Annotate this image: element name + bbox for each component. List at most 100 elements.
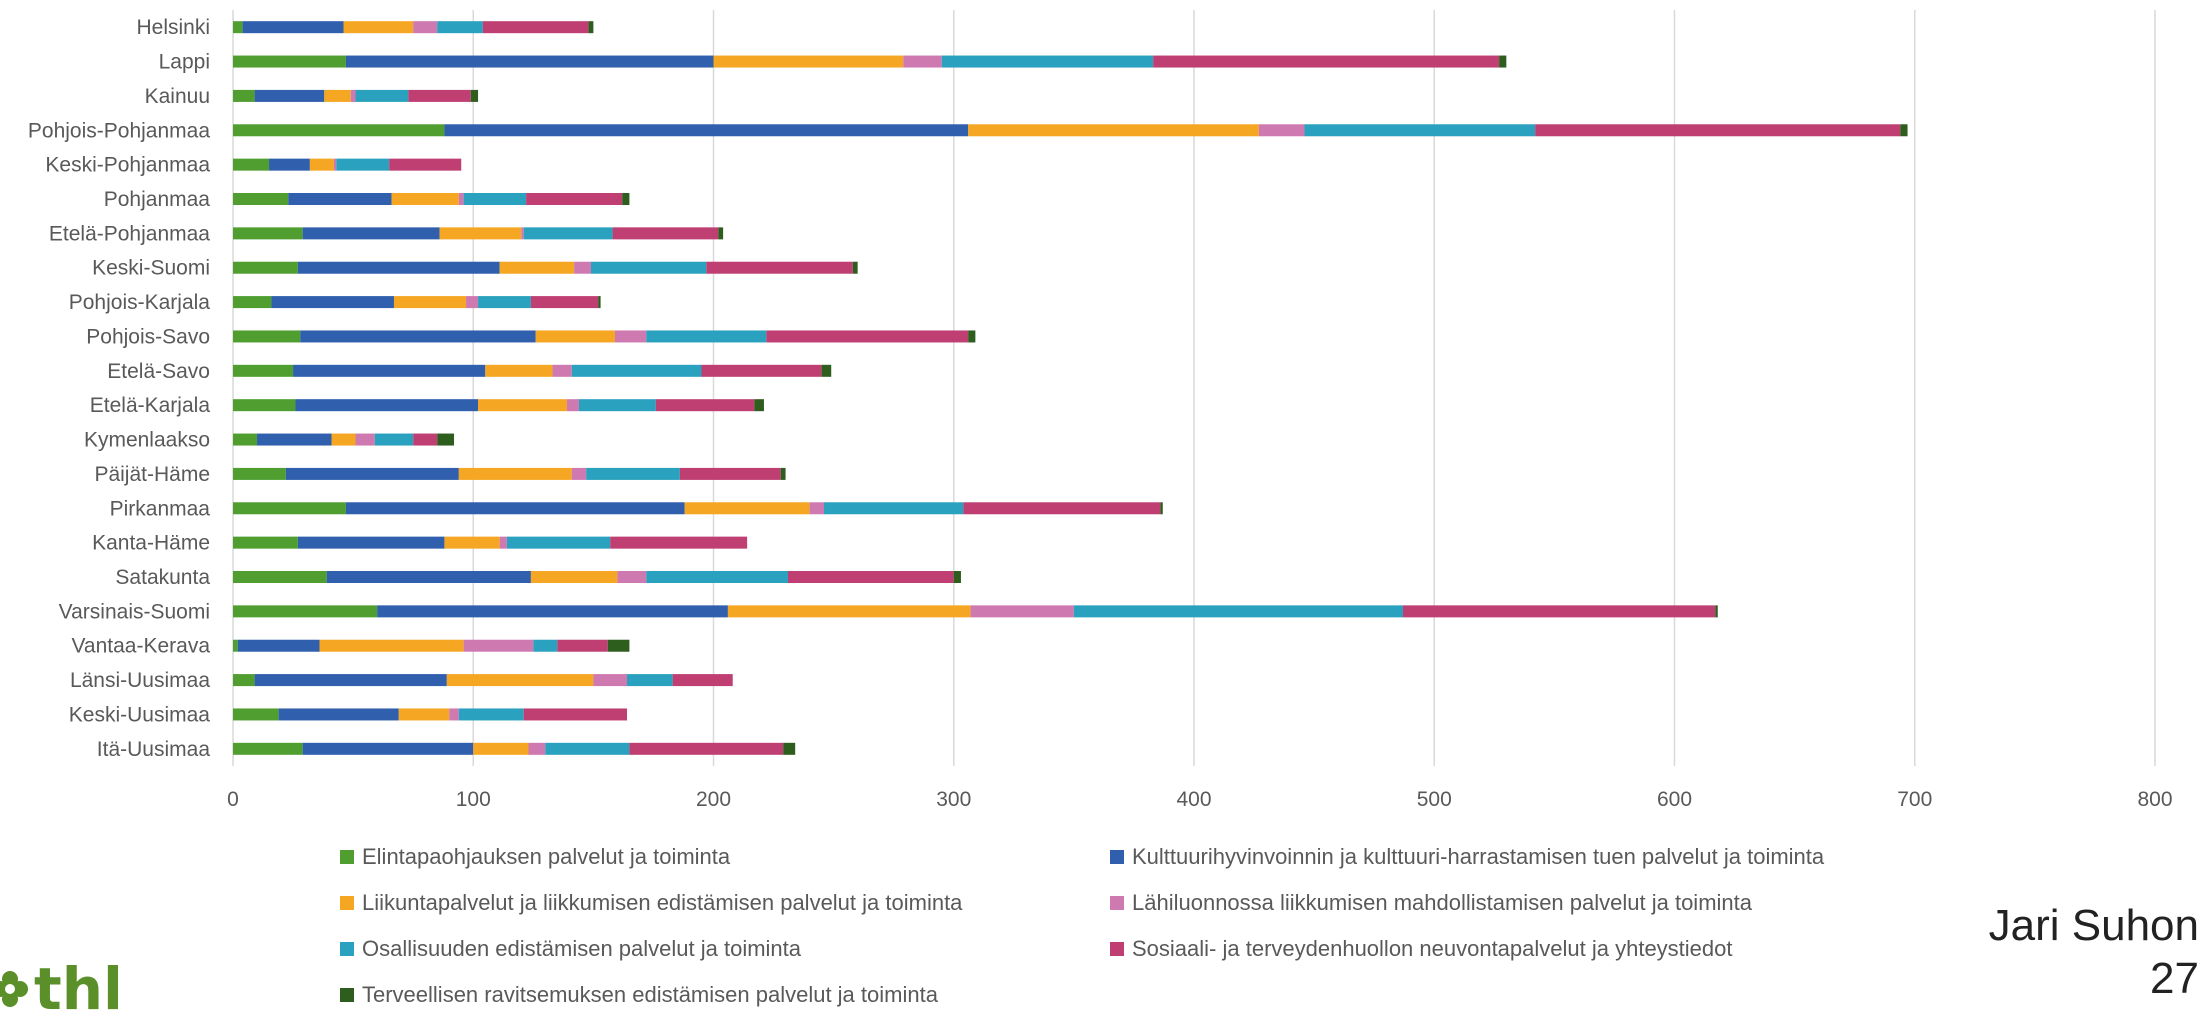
flower-icon (0, 971, 28, 1007)
chart-legend: Elintapaohjauksen palvelut ja toiminta Ku… (340, 843, 1900, 1009)
bar-segment (766, 330, 969, 343)
bar-segment (233, 536, 298, 549)
bar-segment (233, 364, 294, 377)
bar-segment (566, 399, 579, 412)
bar-segment (413, 21, 438, 34)
category-label: Keski-Suomi (92, 257, 210, 280)
legend-item: Lähiluonnossa liikkumisen mahdollistamis… (1110, 889, 1900, 917)
bar-segment (535, 330, 615, 343)
bar-segment (523, 227, 613, 240)
bar-segment (345, 502, 685, 515)
legend-swatch (340, 988, 354, 1002)
bar-segment (233, 158, 270, 171)
bar-segment (629, 742, 784, 755)
bar-segment (285, 467, 459, 480)
legend-item: Terveellisen ravitsemuksen edistämisen p… (340, 981, 1110, 1009)
grid-lines (232, 10, 2156, 766)
category-label: Etelä-Savo (107, 360, 210, 383)
bar-segment (1499, 55, 1507, 68)
bar-segment (655, 399, 755, 412)
bars (233, 21, 1908, 755)
bar-segment (254, 674, 447, 687)
bar-segment (521, 227, 524, 240)
category-label: Etelä-Pohjanmaa (49, 222, 210, 245)
bar-segment (446, 674, 594, 687)
category-label: Pohjois-Karjala (69, 291, 211, 314)
bar-segment (610, 536, 748, 549)
bar-segment (326, 571, 531, 583)
x-tick-label: 700 (1897, 788, 1932, 811)
bar-segment (437, 433, 455, 446)
bar-segment (350, 89, 356, 102)
legend-item: Sosiaali- ja terveydenhuollon neuvontapa… (1110, 935, 1900, 963)
bar-segment (523, 708, 628, 721)
bar-segment (824, 502, 964, 515)
legend-swatch (1110, 896, 1124, 910)
category-label: Pirkanmaa (110, 497, 211, 520)
bar-segment (233, 330, 301, 343)
category-label: Keski-Pohjanmaa (45, 154, 210, 177)
x-tick-label: 300 (936, 788, 971, 811)
bar-segment (478, 399, 567, 412)
category-label: Kanta-Häme (92, 532, 210, 555)
bar-segment (413, 433, 438, 446)
legend-label: Elintapaohjauksen palvelut ja toiminta (362, 844, 731, 869)
bar-segment (528, 742, 546, 755)
category-label: Pohjanmaa (104, 188, 211, 211)
bar-segment (444, 536, 500, 549)
bar-segment (499, 536, 507, 549)
bar-segment (302, 227, 440, 240)
bar-segment (941, 55, 1154, 68)
bar-segment (530, 571, 618, 583)
bar-segment (233, 89, 255, 102)
bar-segment (478, 296, 531, 309)
bar-segment (377, 605, 728, 618)
bar-segment (593, 674, 628, 687)
bar-segment (586, 467, 680, 480)
bar-segment (574, 261, 591, 274)
bar-segment (571, 364, 702, 377)
x-tick-label: 800 (2137, 788, 2172, 811)
bar-segment (302, 742, 474, 755)
legend-swatch (1110, 850, 1124, 864)
bar-segment (233, 227, 303, 240)
bar-segment (324, 89, 351, 102)
bar-segment (473, 742, 529, 755)
bar-segment (533, 639, 558, 652)
bar-segment (617, 571, 647, 583)
bar-segment (646, 571, 788, 583)
bar-segment (389, 158, 462, 171)
bar-segment (233, 708, 279, 721)
bar-segment (466, 296, 479, 309)
category-label: Länsi-Uusimaa (70, 669, 210, 692)
bar-segment (295, 399, 479, 412)
bar-segment (437, 21, 483, 34)
bar-segment (903, 55, 942, 68)
legend-item: Liikuntapalvelut ja liikkumisen edistämi… (340, 889, 1110, 917)
author-footer: Jari Suhon 27 (1989, 900, 2199, 1006)
bar-segment (1153, 55, 1500, 68)
bar-segment (233, 296, 272, 309)
stacked-bar-chart: Helsinki Lappi Kainuu Pohjois-Pohjanmaa Kesk… (28, 10, 2173, 811)
bar-segment (444, 124, 969, 137)
bar-segment (588, 21, 594, 34)
bar-segment (439, 227, 522, 240)
bar-segment (408, 89, 471, 102)
bar-segment (485, 364, 553, 377)
bar-segment (598, 296, 601, 309)
bar-segment (391, 193, 459, 205)
bar-segment (355, 89, 409, 102)
bar-segment (809, 502, 825, 515)
bar-segment (963, 502, 1161, 515)
bar-segment (679, 467, 781, 480)
bar-segment (970, 605, 1074, 618)
bar-segment (233, 433, 258, 446)
bar-segment (783, 742, 796, 755)
category-label: Vantaa-Kerava (71, 635, 210, 658)
x-tick-label: 600 (1657, 788, 1692, 811)
bar-segment (297, 261, 500, 274)
category-label: Helsinki (136, 16, 210, 39)
bar-segment (684, 502, 810, 515)
bar-segment (336, 158, 390, 171)
bar-segment (499, 261, 575, 274)
